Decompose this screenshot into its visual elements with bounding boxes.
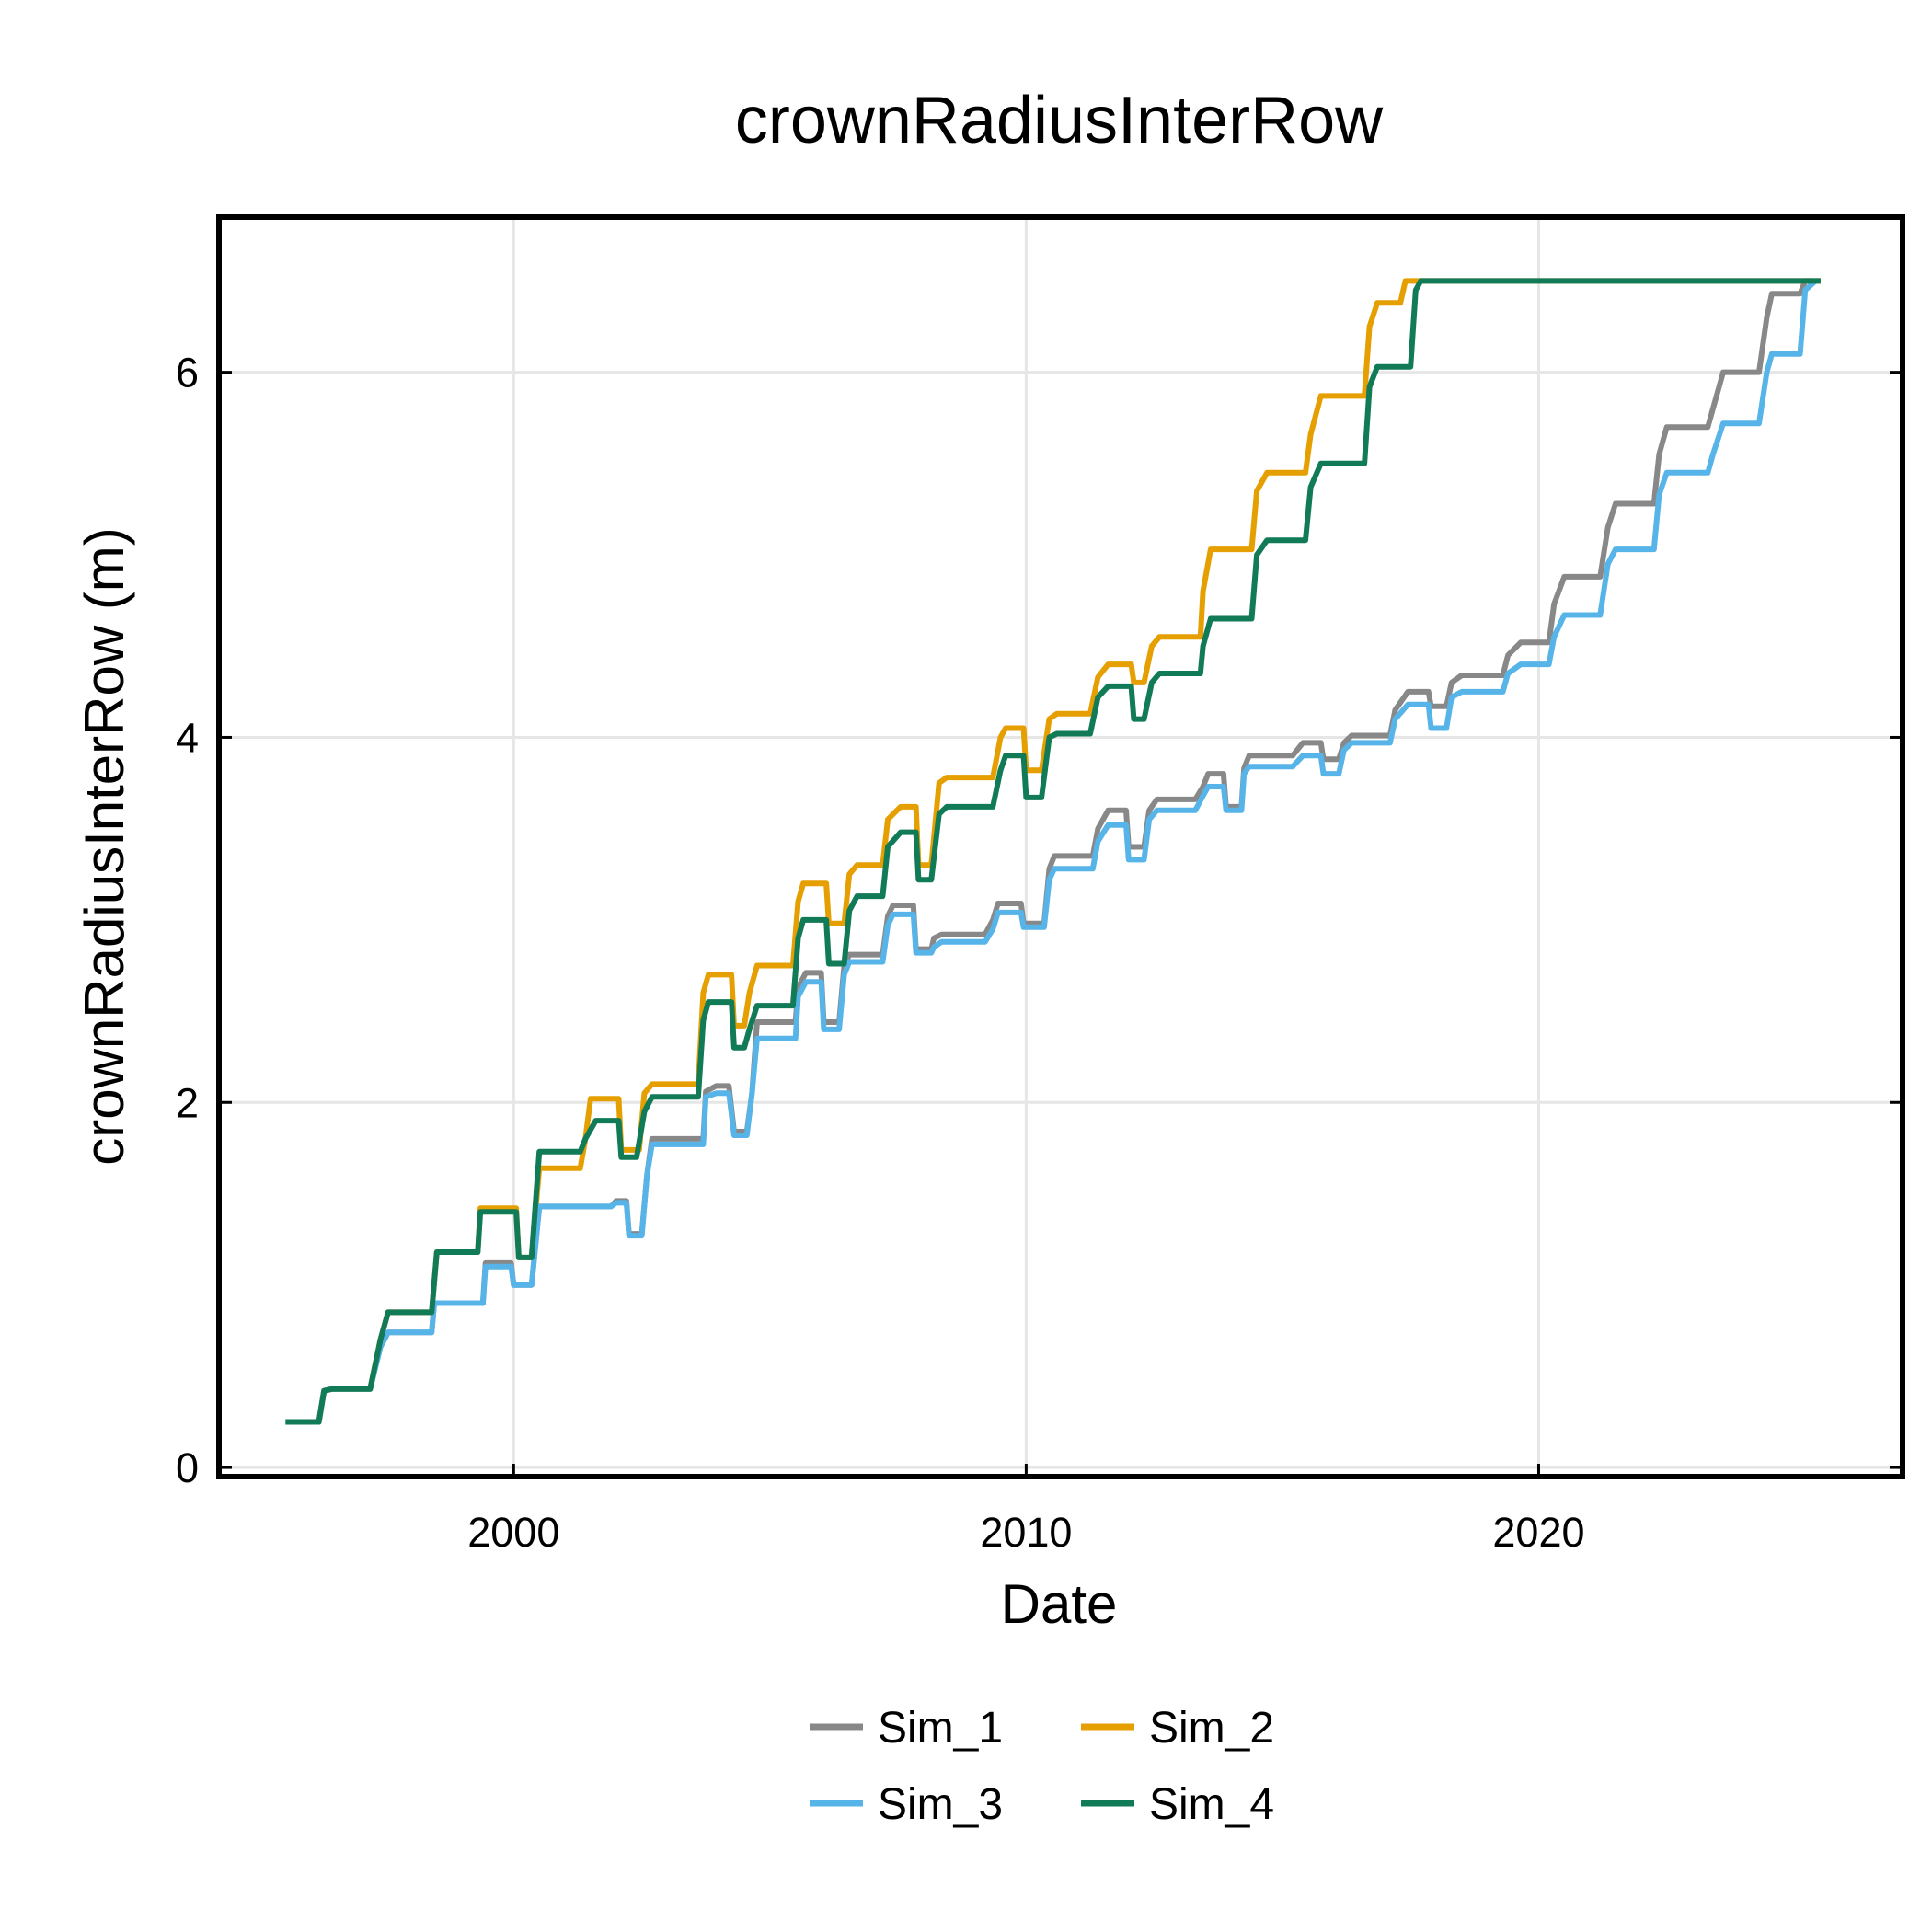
series-line-sim-4 <box>285 278 1821 1425</box>
legend-label: Sim_1 <box>878 1704 1003 1753</box>
legend: Sim_1 Sim_2 Sim_3 Sim_4 <box>810 1704 1274 1829</box>
plot-frame <box>216 214 1905 1479</box>
x-tick-label: 2020 <box>1492 1509 1584 1556</box>
series-layer <box>285 278 1821 1425</box>
legend-label: Sim_4 <box>1149 1780 1274 1829</box>
x-axis-label: Date <box>1001 1573 1118 1635</box>
x-tick-label: 2010 <box>980 1509 1072 1556</box>
y-tick-label: 4 <box>176 714 199 761</box>
y-axis-label: crownRadiusInterRow (m) <box>74 527 135 1166</box>
y-tick-label: 6 <box>176 350 199 397</box>
chart-title: crownRadiusInterRow <box>735 84 1384 157</box>
x-tick-label: 2000 <box>467 1509 559 1556</box>
legend-label: Sim_3 <box>878 1780 1003 1829</box>
axis-ticks: 2000 2010 2020 0 2 4 6 <box>176 350 1903 1556</box>
series-line-sim-3 <box>285 279 1818 1425</box>
grid <box>219 217 1903 1477</box>
y-tick-label: 2 <box>176 1079 199 1126</box>
legend-label: Sim_2 <box>1149 1704 1274 1753</box>
y-tick-label: 0 <box>176 1444 199 1491</box>
